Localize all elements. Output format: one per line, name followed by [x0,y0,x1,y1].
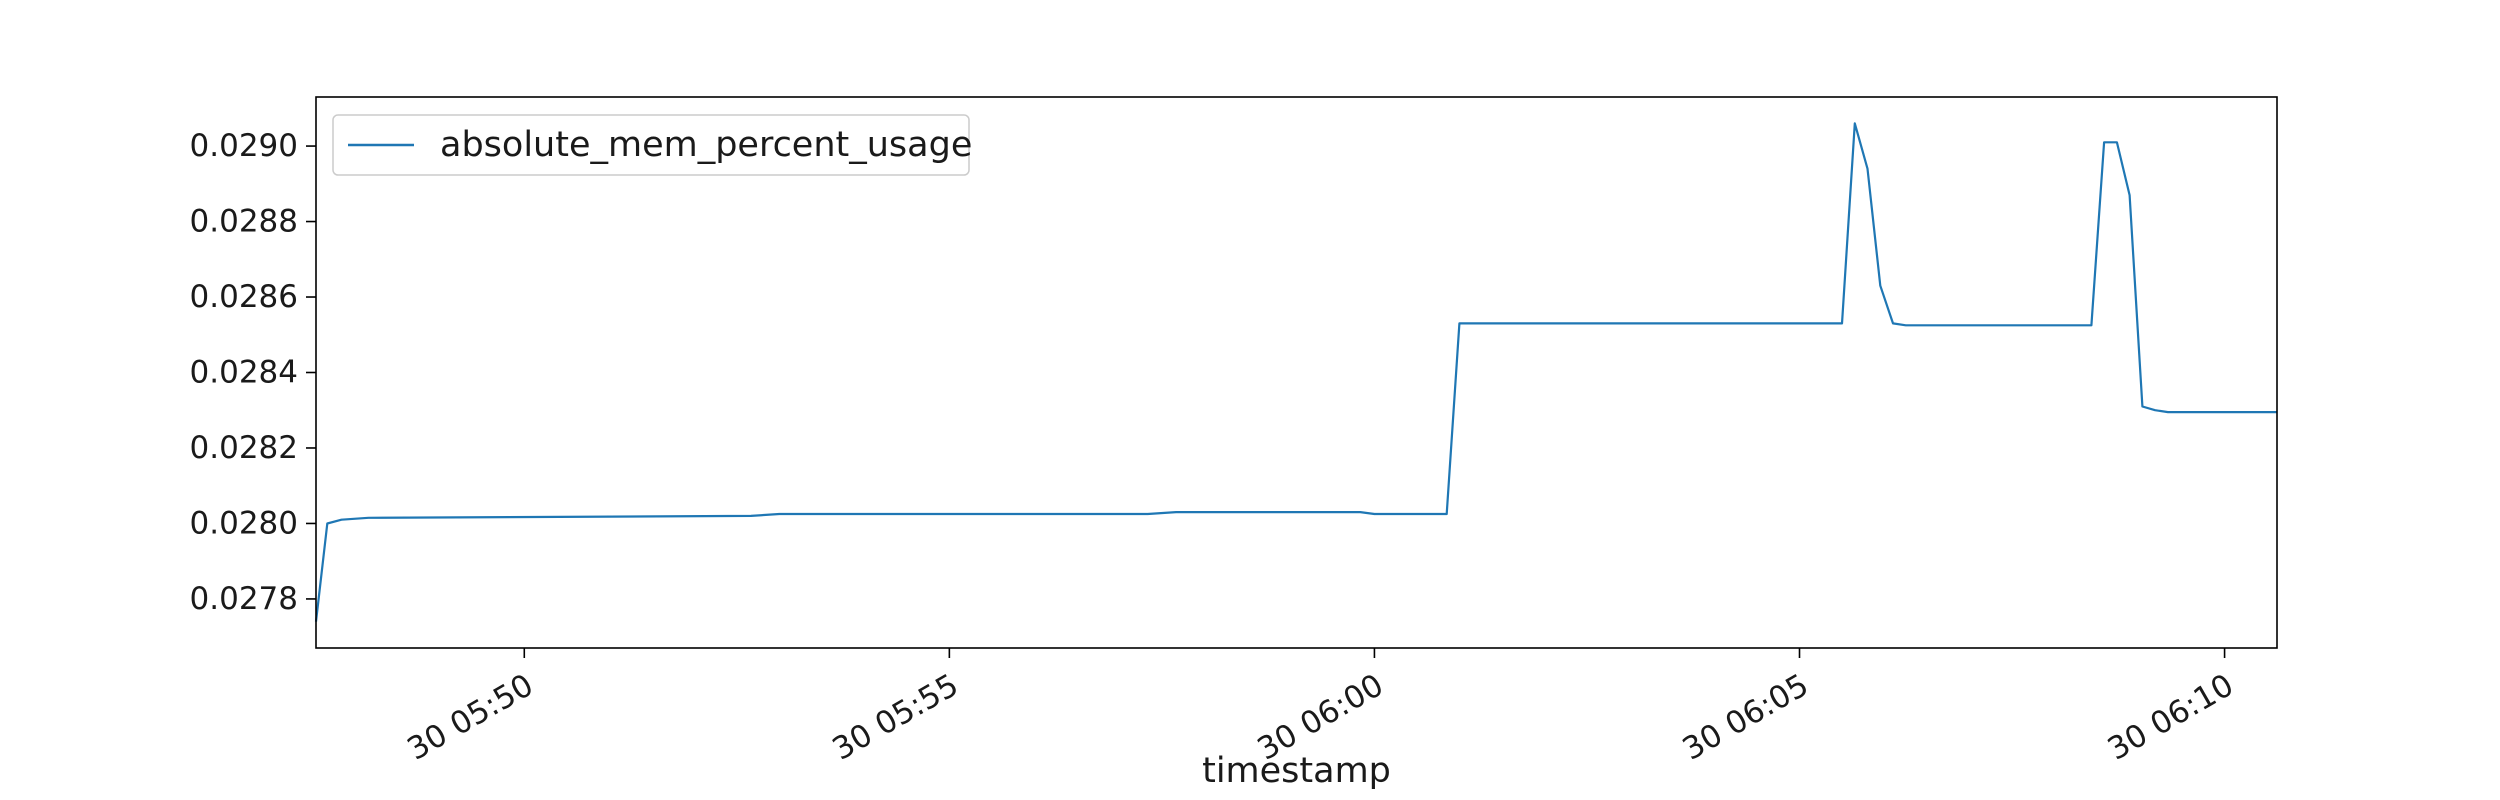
legend-entry-label: absolute_mem_percent_usage [440,125,972,165]
y-tick-label: 0.0280 [190,505,298,541]
y-tick-label: 0.0284 [190,355,298,391]
y-tick-label: 0.0290 [190,128,298,164]
y-tick-label: 0.0278 [190,581,298,617]
legend: absolute_mem_percent_usage [333,115,972,175]
y-tick-label: 0.0282 [190,430,298,466]
y-tick-label: 0.0288 [190,204,298,240]
x-axis-label: timestamp [1202,751,1391,791]
y-tick-label: 0.0286 [190,279,298,315]
